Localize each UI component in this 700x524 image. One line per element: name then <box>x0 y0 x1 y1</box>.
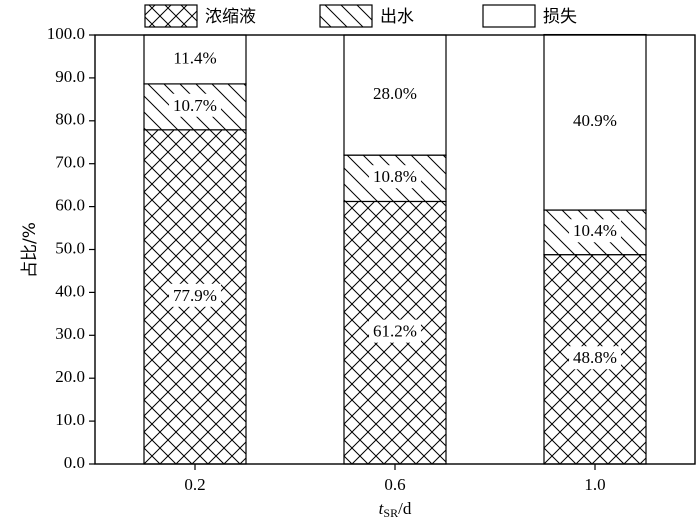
value-label-group: 77.9% <box>169 283 221 307</box>
y-tick-label: 60.0 <box>55 196 85 215</box>
value-label-bg <box>169 93 221 117</box>
legend-label: 浓缩液 <box>205 7 256 27</box>
x-axis-label: tSR/d <box>379 499 412 520</box>
value-label: 77.9% <box>173 286 217 305</box>
y-tick-label: 10.0 <box>55 410 85 429</box>
y-tick-label: 50.0 <box>55 238 85 257</box>
value-label: 10.4% <box>573 221 617 240</box>
legend-label: 出水 <box>380 7 414 27</box>
value-label: 11.4% <box>173 48 216 67</box>
value-label-group: 61.2% <box>369 319 421 343</box>
legend-label: 损失 <box>543 7 577 27</box>
value-label-bg <box>569 219 621 243</box>
value-label: 61.2% <box>373 322 417 341</box>
value-label-group: 10.4% <box>569 219 621 243</box>
value-label: 10.8% <box>373 167 417 186</box>
value-label-bg <box>169 283 221 307</box>
value-label-bg <box>369 319 421 343</box>
value-label: 28.0% <box>373 84 417 103</box>
legend-swatch <box>144 4 198 28</box>
value-label-group: 48.8% <box>569 346 621 370</box>
y-tick-label: 70.0 <box>55 153 85 172</box>
value-label-bg <box>569 346 621 370</box>
value-label: 48.8% <box>573 348 617 367</box>
plot-frame <box>94 34 696 465</box>
value-label-bg <box>369 165 421 189</box>
y-tick-label: 30.0 <box>55 324 85 343</box>
y-tick-label: 0.0 <box>64 453 85 472</box>
value-label-group: 40.9% <box>573 111 617 130</box>
y-axis-label: 占比/% <box>20 222 40 278</box>
value-label: 40.9% <box>573 111 617 130</box>
x-tick-label: 1.0 <box>584 475 605 494</box>
bar-segment <box>343 34 447 156</box>
value-label-group: 10.7% <box>169 93 221 117</box>
legend-swatch <box>482 4 536 28</box>
value-label-group: 11.4% <box>173 48 216 67</box>
bar-segment <box>343 154 447 203</box>
y-tick-label: 40.0 <box>55 281 85 300</box>
y-tick-label: 100.0 <box>47 24 85 43</box>
x-tick-label: 0.2 <box>184 475 205 494</box>
x-tick-label: 0.6 <box>384 475 405 494</box>
legend-swatch <box>319 4 373 28</box>
y-tick-label: 90.0 <box>55 67 85 86</box>
value-label-group: 10.8% <box>369 165 421 189</box>
value-label-group: 28.0% <box>373 84 417 103</box>
bar-segment <box>543 33 647 211</box>
value-label: 10.7% <box>173 96 217 115</box>
y-tick-label: 80.0 <box>55 110 85 129</box>
y-tick-label: 20.0 <box>55 367 85 386</box>
